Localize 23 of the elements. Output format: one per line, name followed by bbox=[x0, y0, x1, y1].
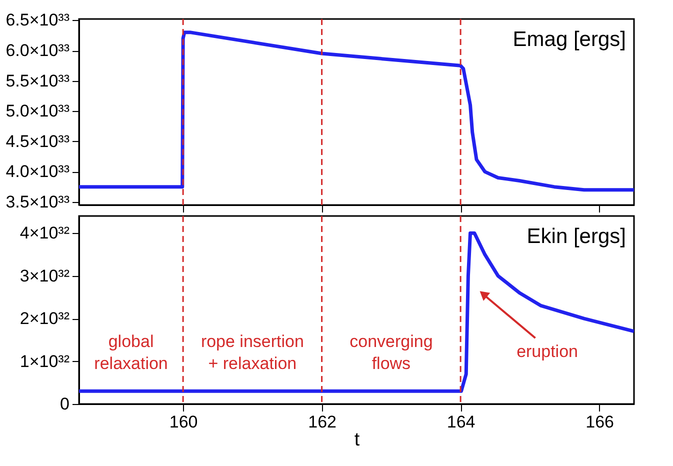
y-tick-label: 1×10³² bbox=[20, 352, 70, 371]
annotation: converging flows bbox=[350, 332, 433, 373]
y-tick-label: 4×10³² bbox=[20, 224, 70, 243]
annotation: global relaxation bbox=[94, 332, 168, 373]
y-tick-label: 5.0×10³³ bbox=[6, 102, 70, 121]
y-tick-label: 4.0×10³³ bbox=[6, 162, 70, 182]
y-tick-label: 2×10³² bbox=[20, 309, 70, 328]
y-tick-label: 6.0×10³³ bbox=[6, 41, 70, 60]
y-tick-label: 3.5×10³³ bbox=[6, 192, 70, 212]
text: Emag [ergs] bbox=[512, 28, 626, 51]
y-tick-label: 0 bbox=[60, 394, 70, 414]
y-tick-label: 6.5×10³³ bbox=[6, 10, 70, 30]
x-tick-label: 160 bbox=[169, 412, 198, 432]
x-axis-title: t bbox=[354, 430, 360, 450]
x-tick-label: 166 bbox=[586, 412, 614, 432]
series-label: Ekin [ergs] bbox=[526, 225, 626, 248]
x-tick-label: 162 bbox=[308, 412, 336, 432]
annotation: eruption bbox=[516, 342, 578, 361]
y-tick-label: 4.5×10³³ bbox=[6, 132, 70, 151]
x-tick-label: 164 bbox=[446, 412, 476, 432]
y-tick-label: 5.5×10³³ bbox=[6, 71, 70, 90]
y-tick-label: 3×10³² bbox=[20, 266, 70, 286]
annotation: rope insertion + relaxation bbox=[200, 332, 304, 373]
